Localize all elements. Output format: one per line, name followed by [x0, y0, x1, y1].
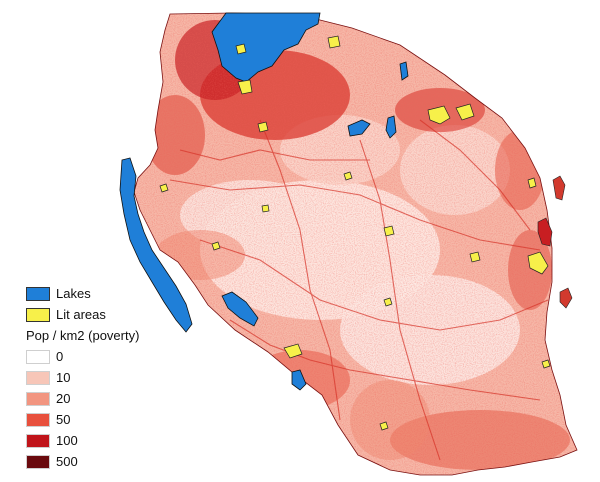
density-class-label: 100 — [56, 433, 78, 448]
lakes-swatch — [26, 286, 50, 301]
lit-area-songea — [379, 421, 389, 431]
density-class-label: 50 — [56, 412, 71, 427]
lit-area-iringa — [383, 297, 393, 307]
lit-area-kigoma — [159, 183, 169, 193]
map-legend: Lakes Lit areas Pop / km2 (poverty) 0 10… — [26, 283, 196, 472]
lit-area-mwanza — [237, 79, 253, 95]
lake-tanganyika — [119, 157, 193, 333]
lakes — [119, 12, 409, 391]
zanzibar-pemba-mafia-islands — [537, 175, 573, 309]
lake-manyara — [385, 115, 397, 139]
density-class-label: 10 — [56, 370, 71, 385]
lake-natron — [399, 61, 409, 81]
lake-eyasi — [347, 119, 371, 137]
lit-area-dodoma — [383, 225, 395, 237]
legend-class-row: 100 — [26, 430, 196, 451]
country-border — [133, 12, 578, 476]
density-class-label: 20 — [56, 391, 71, 406]
legend-lakes-label: Lakes — [56, 286, 91, 301]
lit-area-mbeya — [283, 343, 303, 359]
legend-class-row: 10 — [26, 367, 196, 388]
lit-areas — [159, 35, 551, 431]
lit-areas-swatch — [26, 307, 50, 322]
density-class-label: 0 — [56, 349, 64, 364]
lit-area-shinyanga — [257, 121, 269, 133]
density-swatch — [26, 391, 50, 406]
legend-density-title: Pop / km2 (poverty) — [26, 328, 140, 343]
legend-class-row: 50 — [26, 409, 196, 430]
legend-class-row: 500 — [26, 451, 196, 472]
density-swatch — [26, 454, 50, 469]
lit-area-morogoro — [469, 251, 481, 263]
lit-area-moshi — [455, 103, 475, 121]
legend-class-row: 0 — [26, 346, 196, 367]
density-swatch — [26, 412, 50, 427]
lit-area-bukoba — [235, 43, 247, 55]
legend-item-lit-areas: Lit areas — [26, 304, 196, 325]
lit-area-tanga — [527, 177, 537, 189]
legend-class-row: 20 — [26, 388, 196, 409]
legend-lit-label: Lit areas — [56, 307, 106, 322]
density-swatch — [26, 370, 50, 385]
lit-area-sumbawanga — [211, 241, 221, 251]
density-swatch — [26, 433, 50, 448]
lake-nyasa — [291, 369, 307, 391]
density-class-label: 500 — [56, 454, 78, 469]
lit-area-mtwara — [541, 359, 551, 369]
lake-victoria — [211, 12, 321, 83]
lake-rukwa — [221, 291, 259, 327]
lit-area-singida — [343, 171, 353, 181]
lit-area-arusha — [427, 105, 451, 125]
lit-area-dar-es-salaam — [527, 251, 549, 275]
density-swatch — [26, 349, 50, 364]
lit-area-musoma — [327, 35, 341, 49]
legend-item-lakes: Lakes — [26, 283, 196, 304]
lit-area-tabora — [261, 204, 270, 213]
